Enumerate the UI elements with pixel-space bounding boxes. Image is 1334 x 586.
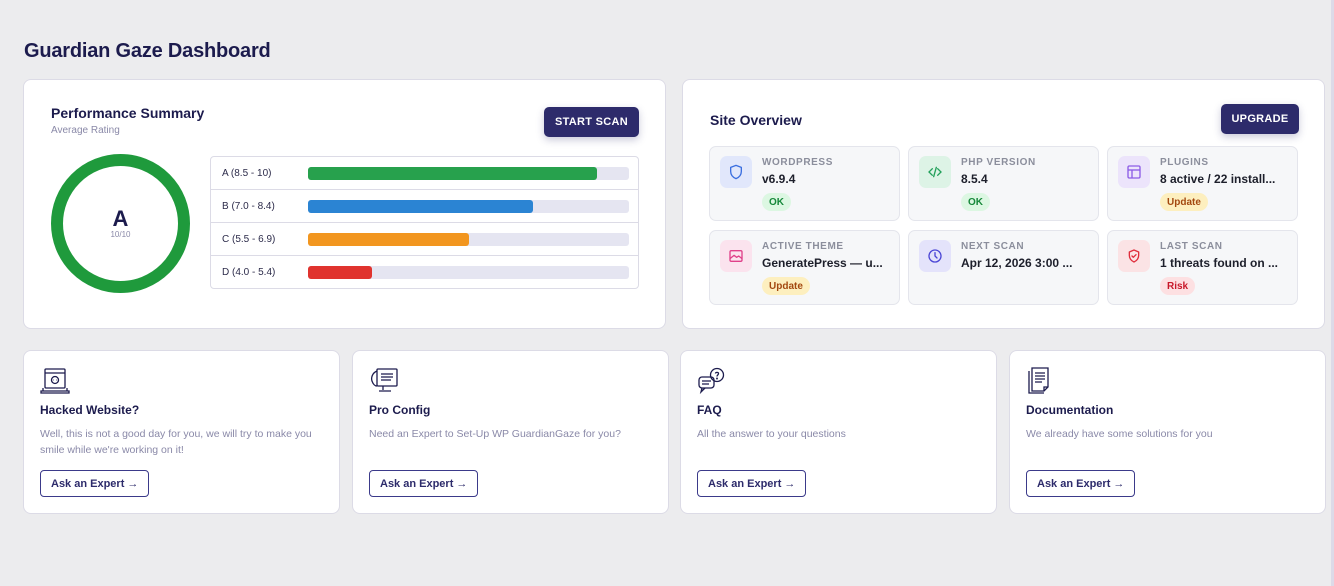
config-monitor-icon — [369, 367, 399, 395]
rating-label: D (4.0 - 5.4) — [222, 267, 276, 278]
rating-label: B (7.0 - 8.4) — [222, 200, 275, 212]
status-badge: Update — [762, 277, 810, 295]
documents-icon — [1026, 367, 1056, 395]
help-card-hacked-website: Hacked Website? Well, this is not a good… — [23, 350, 340, 514]
rating-bar-track — [308, 166, 629, 180]
rating-row-a: A (8.5 - 10) — [211, 157, 638, 190]
rating-bar-fill — [308, 232, 469, 246]
ask-expert-button[interactable]: Ask an Expert → — [1026, 470, 1136, 497]
help-card-faq: FAQ All the answer to your questions Ask… — [680, 350, 997, 514]
grade-ring: A 10/10 — [51, 154, 190, 293]
tile-wordpress: WORDPRESS v6.9.4 OK — [709, 146, 900, 221]
help-card-description: All the answer to your questions — [697, 428, 846, 440]
rating-bar-track — [308, 199, 629, 213]
site-overview-card: Site Overview UPGRADE WORDPRESS v6.9.4 O… — [682, 79, 1325, 329]
chat-question-icon — [697, 367, 727, 395]
rating-row-c: C (5.5 - 6.9) — [211, 223, 638, 256]
grade-score: 10/10 — [110, 229, 131, 239]
tile-value: v6.9.4 — [762, 172, 796, 186]
ask-expert-button[interactable]: Ask an Expert → — [697, 470, 807, 497]
tile-plugins: PLUGINS 8 active / 22 install... Update — [1107, 146, 1298, 221]
tile-value: 1 threats found on ... — [1160, 256, 1279, 270]
tile-php-version: PHP VERSION 8.5.4 OK — [908, 146, 1099, 221]
performance-title: Performance Summary — [51, 105, 205, 121]
ask-expert-button[interactable]: Ask an Expert → — [40, 470, 150, 497]
shield-icon — [720, 156, 752, 188]
tile-label: PHP VERSION — [961, 157, 1036, 168]
page-scrollbar[interactable] — [1331, 0, 1334, 586]
shield-check-icon — [1118, 240, 1150, 272]
image-icon — [720, 240, 752, 272]
help-card-documentation: Documentation We already have some solut… — [1009, 350, 1326, 514]
upgrade-button[interactable]: UPGRADE — [1221, 104, 1299, 134]
rating-bar-fill — [308, 199, 533, 213]
grade-letter: A — [112, 205, 129, 231]
rating-row-b: B (7.0 - 8.4) — [211, 190, 638, 223]
code-icon — [919, 156, 951, 188]
help-card-title: Documentation — [1026, 403, 1114, 417]
tile-label: PLUGINS — [1160, 157, 1209, 168]
help-card-title: Pro Config — [369, 403, 431, 417]
help-card-title: FAQ — [697, 403, 722, 417]
status-badge: OK — [762, 193, 791, 211]
clock-icon — [919, 240, 951, 272]
status-badge: OK — [961, 193, 990, 211]
rating-bar-track — [308, 266, 629, 279]
rating-bar-fill — [308, 166, 597, 180]
page-title: Guardian Gaze Dashboard — [24, 40, 271, 62]
layout-icon — [1118, 156, 1150, 188]
tile-value: 8 active / 22 install... — [1160, 172, 1276, 186]
hacked-laptop-icon — [40, 367, 70, 395]
help-card-pro-config: Pro Config Need an Expert to Set-Up WP G… — [352, 350, 669, 514]
help-card-description: Well, this is not a good day for you, we… — [40, 428, 312, 456]
help-card-description: Need an Expert to Set-Up WP GuardianGaze… — [369, 428, 621, 440]
tile-last-scan: LAST SCAN 1 threats found on ... Risk — [1107, 230, 1298, 305]
tile-active-theme: ACTIVE THEME GeneratePress — u... Update — [709, 230, 900, 305]
site-overview-title: Site Overview — [710, 112, 802, 128]
start-scan-button[interactable]: START SCAN — [544, 107, 639, 137]
rating-bar-fill — [308, 266, 373, 279]
rating-bar-track — [308, 232, 629, 246]
tile-value: 8.5.4 — [961, 172, 988, 186]
rating-legend: A (8.5 - 10) B (7.0 - 8.4) C (5.5 - 6.9)… — [210, 156, 639, 289]
rating-label: C (5.5 - 6.9) — [222, 233, 276, 245]
performance-summary-card: Performance Summary Average Rating START… — [23, 79, 666, 329]
tile-label: ACTIVE THEME — [762, 241, 844, 252]
tile-label: WORDPRESS — [762, 157, 833, 168]
tile-value: Apr 12, 2026 3:00 ... — [961, 256, 1073, 270]
tile-next-scan: NEXT SCAN Apr 12, 2026 3:00 ... — [908, 230, 1099, 305]
tile-value: GeneratePress — u... — [762, 256, 883, 270]
status-badge: Update — [1160, 193, 1208, 211]
status-badge: Risk — [1160, 277, 1196, 295]
rating-row-d: D (4.0 - 5.4) — [211, 256, 638, 289]
tile-label: NEXT SCAN — [961, 241, 1025, 252]
ask-expert-button[interactable]: Ask an Expert → — [369, 470, 479, 497]
help-card-title: Hacked Website? — [40, 403, 140, 417]
tile-label: LAST SCAN — [1160, 241, 1223, 252]
performance-subtitle: Average Rating — [51, 125, 120, 136]
rating-label: A (8.5 - 10) — [222, 167, 272, 179]
help-card-description: We already have some solutions for you — [1026, 428, 1213, 440]
